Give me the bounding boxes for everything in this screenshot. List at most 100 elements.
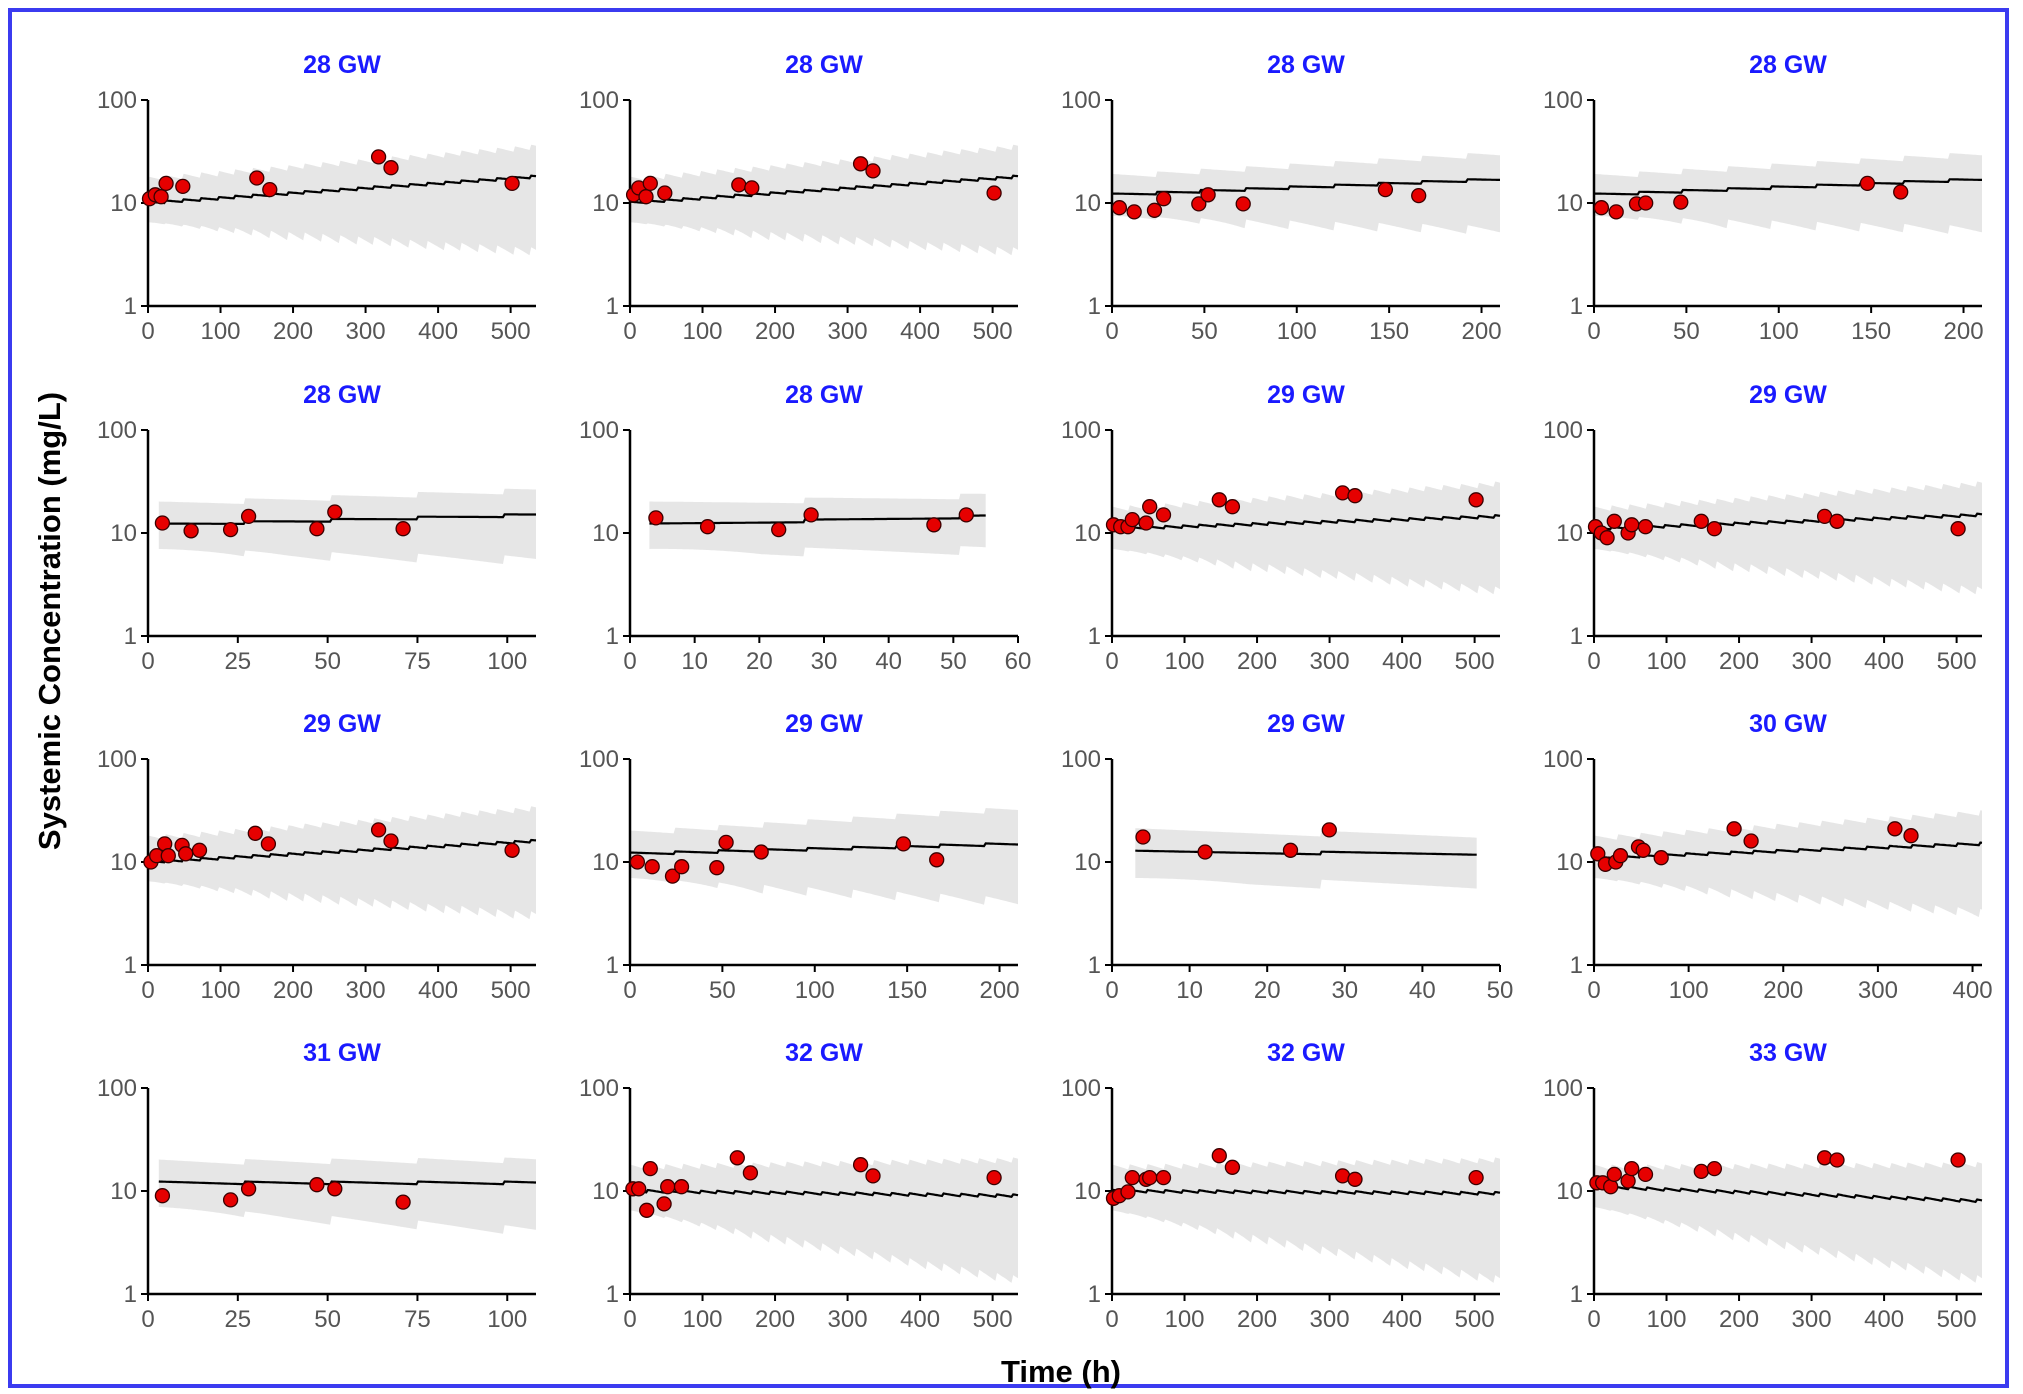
observed-point xyxy=(1155,507,1172,523)
x-tick-label: 50 xyxy=(314,648,341,675)
observed-point xyxy=(1197,844,1213,860)
x-tick-label: 0 xyxy=(141,318,154,345)
x-tick-label: 100 xyxy=(1646,1306,1686,1333)
y-tick-label: 1 xyxy=(1570,623,1583,650)
x-tick-label: 0 xyxy=(1105,648,1118,675)
observed-point xyxy=(1111,200,1128,216)
y-tick-label: 100 xyxy=(97,746,137,773)
y-tick-label: 1 xyxy=(124,623,137,650)
x-tick-label: 0 xyxy=(1587,1306,1600,1333)
chart-panel: 1 10 100 0 50 100 150 200 28 GW xyxy=(1061,51,1502,345)
y-tick-label: 100 xyxy=(579,1075,619,1102)
observed-point xyxy=(1816,1150,1833,1166)
observed-point xyxy=(1347,1171,1363,1187)
x-tick-label: 0 xyxy=(141,648,154,675)
panel-title: 29 GW xyxy=(1267,710,1345,738)
observed-point xyxy=(383,160,399,176)
observed-point xyxy=(1726,821,1742,837)
x-tick-label: 300 xyxy=(1792,1306,1832,1333)
x-tick-label: 0 xyxy=(623,977,636,1004)
observed-point xyxy=(1191,196,1207,212)
observed-point xyxy=(1155,1169,1172,1186)
x-tick-label: 200 xyxy=(1462,318,1502,345)
prediction-band xyxy=(630,808,1018,905)
observed-point xyxy=(1706,1160,1723,1177)
observed-point xyxy=(852,156,869,172)
observed-point xyxy=(629,854,646,870)
y-tick-label: 10 xyxy=(1074,190,1101,217)
y-tick-label: 10 xyxy=(1556,849,1583,876)
x-axis-title: Time (h) xyxy=(1001,1354,1121,1389)
x-tick-label: 30 xyxy=(811,648,838,675)
chart-panel: 1 10 100 0 100 200 300 400 500 29 GW xyxy=(97,710,537,1004)
y-tick-label: 1 xyxy=(124,1281,137,1308)
y-tick-label: 1 xyxy=(606,293,619,320)
panel-title: 28 GW xyxy=(303,51,381,79)
y-tick-label: 10 xyxy=(110,849,137,876)
observed-point xyxy=(154,515,171,531)
y-tick-label: 100 xyxy=(1061,746,1101,773)
y-tick-label: 1 xyxy=(1570,1281,1583,1308)
median-line xyxy=(147,174,537,205)
observed-point xyxy=(852,1157,869,1173)
observed-point xyxy=(986,1169,1002,1186)
panel-title: 32 GW xyxy=(1267,1039,1345,1067)
observed-point xyxy=(1743,833,1759,849)
y-axis-title: Systemic Concentration (mg/L) xyxy=(32,392,67,850)
chart-panel: 1 10 100 0 100 200 300 400 500 29 GW xyxy=(1543,381,1983,675)
median-line xyxy=(629,1188,1019,1199)
observed-point xyxy=(744,180,760,196)
observed-point xyxy=(395,521,411,537)
x-tick-label: 50 xyxy=(940,648,967,675)
prediction-band xyxy=(148,144,536,256)
prediction-band xyxy=(1112,153,1500,234)
x-tick-label: 400 xyxy=(418,977,458,1004)
x-tick-label: 20 xyxy=(746,648,773,675)
median-line xyxy=(1135,849,1477,856)
x-tick-label: 50 xyxy=(314,1306,341,1333)
observed-point xyxy=(1211,492,1227,508)
y-tick-label: 100 xyxy=(579,746,619,773)
observed-point xyxy=(664,868,681,884)
observed-point xyxy=(958,507,974,523)
x-tick-label: 75 xyxy=(404,648,431,675)
x-tick-label: 100 xyxy=(1759,318,1799,345)
x-tick-label: 40 xyxy=(1409,977,1436,1004)
observed-point xyxy=(699,519,716,535)
observed-point xyxy=(731,177,747,193)
chart-panel: 1 10 100 0 100 200 300 400 500 29 GW xyxy=(1061,381,1501,675)
x-tick-label: 30 xyxy=(1331,977,1358,1004)
observed-point xyxy=(1126,204,1142,220)
observed-point xyxy=(1334,485,1351,501)
x-tick-label: 0 xyxy=(1587,318,1600,345)
observed-point xyxy=(1606,513,1622,529)
chart-panel: 1 10 100 0 10 20 30 40 50 60 28 GW xyxy=(579,381,1031,675)
prediction-band xyxy=(158,488,537,564)
chart-panel: 1 10 100 0 25 50 75 100 31 GW xyxy=(97,1039,537,1333)
x-tick-label: 100 xyxy=(1164,1306,1204,1333)
observed-point xyxy=(1142,499,1158,515)
panel-title: 28 GW xyxy=(1749,51,1827,79)
observed-point xyxy=(1135,829,1151,845)
x-tick-label: 400 xyxy=(900,318,940,345)
observed-point xyxy=(926,517,942,533)
x-tick-label: 400 xyxy=(418,318,458,345)
x-tick-label: 10 xyxy=(681,648,708,675)
x-tick-label: 0 xyxy=(1587,648,1600,675)
panel-title: 28 GW xyxy=(1267,51,1345,79)
y-tick-label: 100 xyxy=(1061,417,1101,444)
observed-point xyxy=(639,1202,655,1218)
x-tick-label: 400 xyxy=(1382,648,1422,675)
panel-title: 28 GW xyxy=(785,51,863,79)
x-tick-label: 60 xyxy=(1005,648,1032,675)
prediction-band xyxy=(630,144,1018,256)
observed-point xyxy=(383,833,399,849)
x-tick-label: 500 xyxy=(1937,1306,1977,1333)
x-tick-label: 400 xyxy=(900,1306,940,1333)
observed-point xyxy=(1282,842,1299,858)
y-tick-label: 10 xyxy=(592,1178,619,1205)
observed-point xyxy=(631,1181,647,1197)
median-line xyxy=(629,174,1019,205)
observed-point xyxy=(1673,194,1689,210)
x-tick-label: 150 xyxy=(887,977,927,1004)
